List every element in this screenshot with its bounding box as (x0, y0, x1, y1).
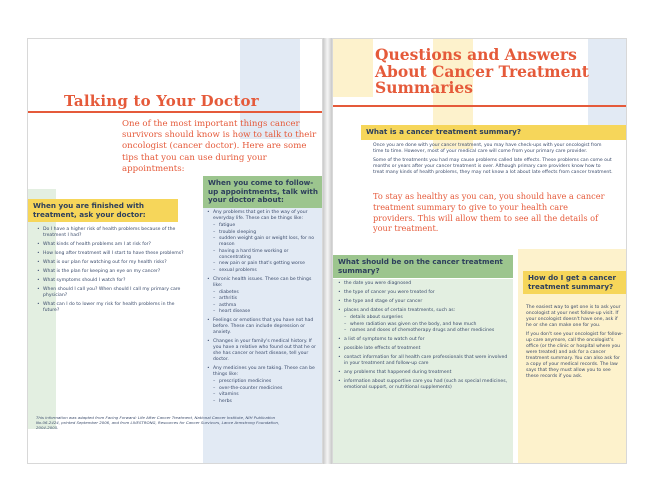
list-item: What symptoms should I watch for? (36, 278, 186, 284)
sub-item: names and doses of chemotherapy drugs an… (344, 328, 509, 334)
title-rule (333, 105, 626, 107)
list-item: What kinds of health problems am I at ri… (36, 242, 186, 248)
blue-panel-top (240, 39, 300, 139)
paragraph: Once you are done with your cancer treat… (373, 143, 602, 154)
paragraph: If you don't see your oncologist for fol… (526, 332, 623, 379)
list-item: When should I call you? When should I ca… (36, 287, 186, 299)
right-page: Questions and Answers About Cancer Treat… (332, 38, 627, 464)
how-get-heading: How do I get a cancer treatment summary? (523, 271, 626, 295)
sub-item: prescription medicines (213, 379, 321, 385)
list-item: What is the plan for keeping an eye on m… (36, 269, 186, 275)
what-is-heading: What is a cancer treatment summary? (361, 125, 626, 140)
finished-questions-list: Do I have a higher risk of health proble… (36, 227, 186, 317)
list-item: How long after treatment will I start to… (36, 251, 186, 257)
sub-item: where radiation was given on the body, a… (344, 322, 509, 328)
list-item: Feelings or emotions that you have not h… (206, 318, 321, 336)
list-item: places and dates of certain treatments, … (337, 308, 509, 334)
callout-text: To stay as healthy as you can, you shoul… (373, 191, 605, 234)
summary-contents-list: the date you were diagnosed the type of … (337, 281, 509, 394)
list-item: the date you were diagnosed (337, 281, 509, 287)
sub-item: over-the-counter medicines (213, 386, 321, 392)
list-item: Changes in your family's medical history… (206, 339, 321, 363)
blue-panel-corner (588, 39, 626, 129)
yellow-panel-corner (333, 39, 373, 97)
list-item: a list of symptoms to watch out for (337, 337, 509, 343)
page-title: Questions and Answers About Cancer Treat… (375, 45, 589, 97)
list-item: Do I have a higher risk of health proble… (36, 227, 186, 239)
followup-heading: When you come to follow-up appointments,… (203, 176, 322, 208)
what-is-text: Once you are done with your cancer treat… (373, 143, 613, 179)
title-rule (28, 111, 322, 113)
left-page: Talking to Your Doctor One of the most i… (27, 38, 323, 464)
sub-item: arthritis (213, 296, 321, 302)
list-item: Chronic health issues. These can be thin… (206, 277, 321, 316)
sub-item: details about surgeries (344, 315, 509, 321)
page-fold (323, 38, 332, 464)
brochure-spread: Talking to Your Doctor One of the most i… (27, 38, 627, 464)
sub-item: vitamins (213, 392, 321, 398)
paragraph: Some of the treatments you had may cause… (373, 158, 613, 175)
sub-item: having a hard time working or concentrat… (213, 249, 321, 261)
list-item: Any medicines you are taking. These can … (206, 366, 321, 405)
list-item: the type and stage of your cancer (337, 299, 509, 305)
list-item: contact information for all health care … (337, 355, 509, 367)
paragraph: The easiest way to get one is to ask you… (526, 305, 621, 328)
page-title: Talking to Your Doctor (64, 92, 259, 110)
list-item: the type of cancer you were treated for (337, 290, 509, 296)
list-item: information about supportive care you ha… (337, 379, 509, 391)
list-item: any problems that happened during treatm… (337, 370, 509, 376)
list-item: possible late effects of treatment (337, 346, 509, 352)
list-item: What is our plan for watching out for my… (36, 260, 186, 266)
sub-item: sexual problems (213, 268, 321, 274)
sub-item: herbs (213, 399, 321, 405)
sub-item: heart disease (213, 309, 321, 315)
how-get-text: The easiest way to get one is to ask you… (526, 305, 624, 383)
sub-item: sudden weight gain or weight loss, for n… (213, 236, 321, 248)
source-footnote: This information was adapted from Facing… (36, 415, 280, 431)
sub-item: diabetes (213, 290, 321, 296)
sub-item: trouble sleeping (213, 230, 321, 236)
sub-item: new pain or pain that's getting worse (213, 261, 321, 267)
list-item: What can I do to lower my risk for healt… (36, 302, 186, 314)
sub-item: fatigue (213, 223, 321, 229)
list-item: Any problems that get in the way of your… (206, 210, 321, 274)
finished-heading: When you are finished with treatment, as… (28, 199, 178, 223)
what-should-heading: What should be on the cancer treatment s… (333, 255, 513, 279)
intro-text: One of the most important things cancer … (122, 119, 317, 174)
sub-item: asthma (213, 303, 321, 309)
followup-topics-list: Any problems that get in the way of your… (206, 210, 321, 408)
